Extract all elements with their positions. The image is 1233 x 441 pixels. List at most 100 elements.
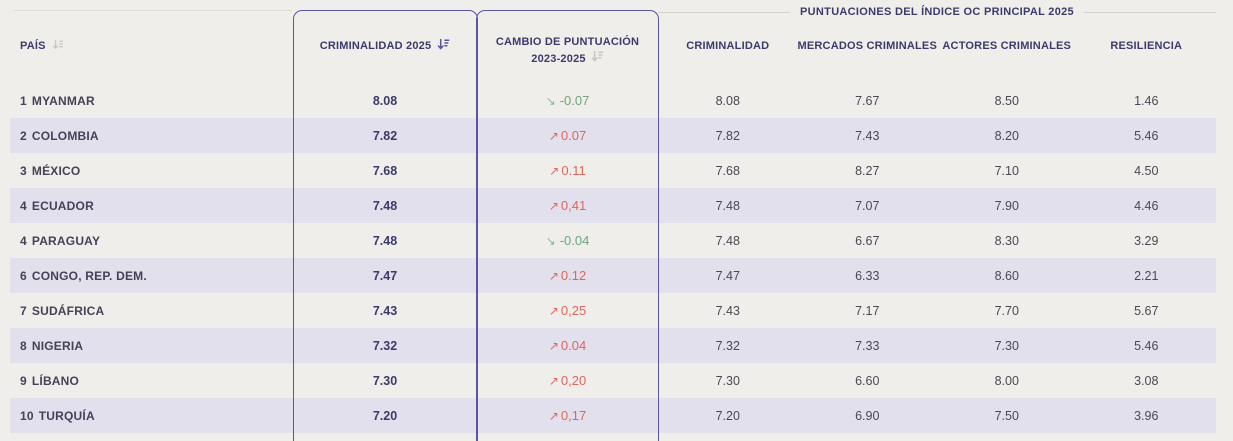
criminality-2025-score: 7.32: [372, 338, 398, 353]
sort-descending-icon[interactable]: [437, 38, 450, 54]
change-value: 0,25: [560, 303, 587, 318]
rank: 6: [20, 268, 27, 283]
column-header-criminalidad-2025[interactable]: CRIMINALIDAD 2025: [293, 38, 477, 54]
rank: 8: [20, 338, 27, 353]
cambio-label-line2: 2023-2025: [531, 53, 586, 65]
criminality-score: 8.08: [715, 93, 740, 108]
rank: 3: [20, 163, 27, 178]
rank: 7: [20, 303, 27, 318]
resilience-score: 5.67: [1134, 303, 1159, 318]
column-headers: PAÍS CRIMINALIDAD 2025: [10, 26, 1216, 66]
change-value: 0.07: [560, 128, 587, 143]
criminality-score: 7.43: [715, 303, 740, 318]
table-row[interactable]: 1 MYANMAR 8.08 ↘ -0.07 8.08 7.67 8.50 1.…: [10, 83, 1216, 118]
column-header-pais[interactable]: PAÍS: [10, 38, 293, 54]
group-header-main-index-scores: PUNTUACIONES DEL ÍNDICE OC PRINCIPAL 202…: [658, 4, 1216, 20]
column-header-resiliencia: RESILIENCIA: [1077, 40, 1217, 52]
rank: 1: [20, 93, 27, 108]
criminality-2025-score: 7.82: [372, 128, 398, 143]
change-arrow-icon: ↗: [548, 408, 559, 423]
resilience-score: 3.08: [1134, 373, 1159, 388]
criminal-markets-score: 7.17: [855, 303, 880, 318]
change-arrow-icon: ↗: [548, 128, 559, 143]
score-change: ↗ 0.12: [477, 258, 658, 293]
column-header-actores-criminales: ACTORES CRIMINALES: [937, 40, 1077, 52]
change-value: -0.04: [559, 233, 590, 248]
criminal-actors-score: 7.70: [994, 303, 1019, 318]
resilience-score: 5.46: [1134, 128, 1159, 143]
mercados-criminales-label: MERCADOS CRIMINALES: [797, 40, 937, 52]
score-change: ↗ 0,25: [477, 293, 658, 328]
criminalidad-label: CRIMINALIDAD: [686, 40, 770, 52]
cambio-label-line1: CAMBIO DE PUNTUACIÓN: [495, 36, 640, 48]
criminal-actors-score: 7.10: [994, 163, 1019, 178]
table-row[interactable]: 6 CONGO, REP. DEM. 7.47 ↗ 0.12 7.47 6.33…: [10, 258, 1216, 293]
score-change: ↘ -0.04: [477, 223, 658, 258]
country-name: MÉXICO: [31, 163, 81, 178]
table-row[interactable]: 8 NIGERIA 7.32 ↗ 0.04 7.32 7.33 7.30 5.4…: [10, 328, 1216, 363]
actores-criminales-label: ACTORES CRIMINALES: [942, 40, 1072, 52]
criminality-2025-score: 7.30: [372, 373, 398, 388]
table-row[interactable]: 2 COLOMBIA 7.82 ↗ 0.07 7.82 7.43 8.20 5.…: [10, 118, 1216, 153]
table-row[interactable]: 7 SUDÁFRICA 7.43 ↗ 0,25 7.43 7.17 7.70 5…: [10, 293, 1216, 328]
criminality-2025-score: 7.48: [372, 198, 398, 213]
resilience-score: 4.46: [1134, 198, 1159, 213]
table-row[interactable]: 9 LÍBANO 7.30 ↗ 0,20 7.30 6.60 8.00 3.08: [10, 363, 1216, 398]
criminality-score: 7.48: [715, 198, 740, 213]
sort-descending-icon-inactive[interactable]: [591, 50, 604, 68]
table-row[interactable]: 4 PARAGUAY 7.48 ↘ -0.04 7.48 6.67 8.30 3…: [10, 223, 1216, 258]
criminal-actors-score: 8.00: [994, 373, 1019, 388]
score-change: ↘ -0.07: [477, 83, 658, 118]
country-name: MYANMAR: [31, 93, 95, 108]
score-change: ↗ 0,17: [477, 398, 658, 433]
rank: 2: [20, 128, 27, 143]
criminal-markets-score: 6.67: [855, 233, 880, 248]
sort-icon[interactable]: [52, 38, 64, 54]
rank: 4: [20, 198, 27, 213]
resilience-score: 5.46: [1134, 338, 1159, 353]
country-cell: 7 SUDÁFRICA: [10, 293, 293, 328]
change-arrow-icon: ↘: [545, 93, 556, 108]
criminal-actors-score: 7.50: [994, 408, 1019, 423]
criminal-markets-score: 8.27: [855, 163, 880, 178]
table-row[interactable]: 10 TURQUÍA 7.20 ↗ 0,17 7.20 6.90 7.50 3.…: [10, 398, 1216, 433]
change-arrow-icon: ↗: [548, 373, 559, 388]
column-header-criminalidad: CRIMINALIDAD: [658, 40, 798, 52]
country-cell: 2 COLOMBIA: [10, 118, 293, 153]
score-change: ↗ 0.11: [477, 153, 658, 188]
criminality-2025-score: 8.08: [372, 93, 398, 108]
change-arrow-icon: ↘: [545, 233, 556, 248]
rank: 9: [20, 373, 27, 388]
table-header: PUNTUACIONES DEL ÍNDICE OC PRINCIPAL 202…: [0, 0, 1233, 83]
change-arrow-icon: ↗: [548, 303, 559, 318]
criminal-markets-score: 6.33: [855, 268, 880, 283]
country-cell: 4 ECUADOR: [10, 188, 293, 223]
country-cell: 8 NIGERIA: [10, 328, 293, 363]
resiliencia-label: RESILIENCIA: [1110, 40, 1183, 52]
criminal-markets-score: 7.07: [855, 198, 880, 213]
criminal-markets-score: 7.33: [855, 338, 880, 353]
resilience-score: 3.96: [1134, 408, 1159, 423]
change-value: 0,20: [560, 373, 587, 388]
column-header-cambio-puntuacion[interactable]: CAMBIO DE PUNTUACIÓN 2023-2025: [477, 34, 658, 68]
change-arrow-icon: ↗: [548, 338, 559, 353]
table-row[interactable]: 4 ECUADOR 7.48 ↗ 0,41 7.48 7.07 7.90 4.4…: [10, 188, 1216, 223]
country-name: LÍBANO: [31, 373, 80, 388]
rank: 10: [20, 408, 34, 423]
change-arrow-icon: ↗: [548, 198, 559, 213]
country-cell: 1 MYANMAR: [10, 83, 293, 118]
country-cell: 9 LÍBANO: [10, 363, 293, 398]
criminal-markets-score: 7.67: [855, 93, 880, 108]
table-row[interactable]: 3 MÉXICO 7.68 ↗ 0.11 7.68 8.27 7.10 4.50: [10, 153, 1216, 188]
country-name: PARAGUAY: [31, 233, 101, 248]
resilience-score: 1.46: [1134, 93, 1159, 108]
criminal-markets-score: 6.90: [855, 408, 880, 423]
country-name: ECUADOR: [31, 198, 94, 213]
criminal-actors-score: 8.60: [994, 268, 1019, 283]
change-value: 0,17: [560, 408, 587, 423]
change-value: 0,41: [560, 198, 587, 213]
criminality-score: 7.20: [715, 408, 740, 423]
change-value: 0.12: [560, 268, 587, 283]
pais-label: PAÍS: [20, 40, 46, 52]
score-change: ↗ 0.04: [477, 328, 658, 363]
